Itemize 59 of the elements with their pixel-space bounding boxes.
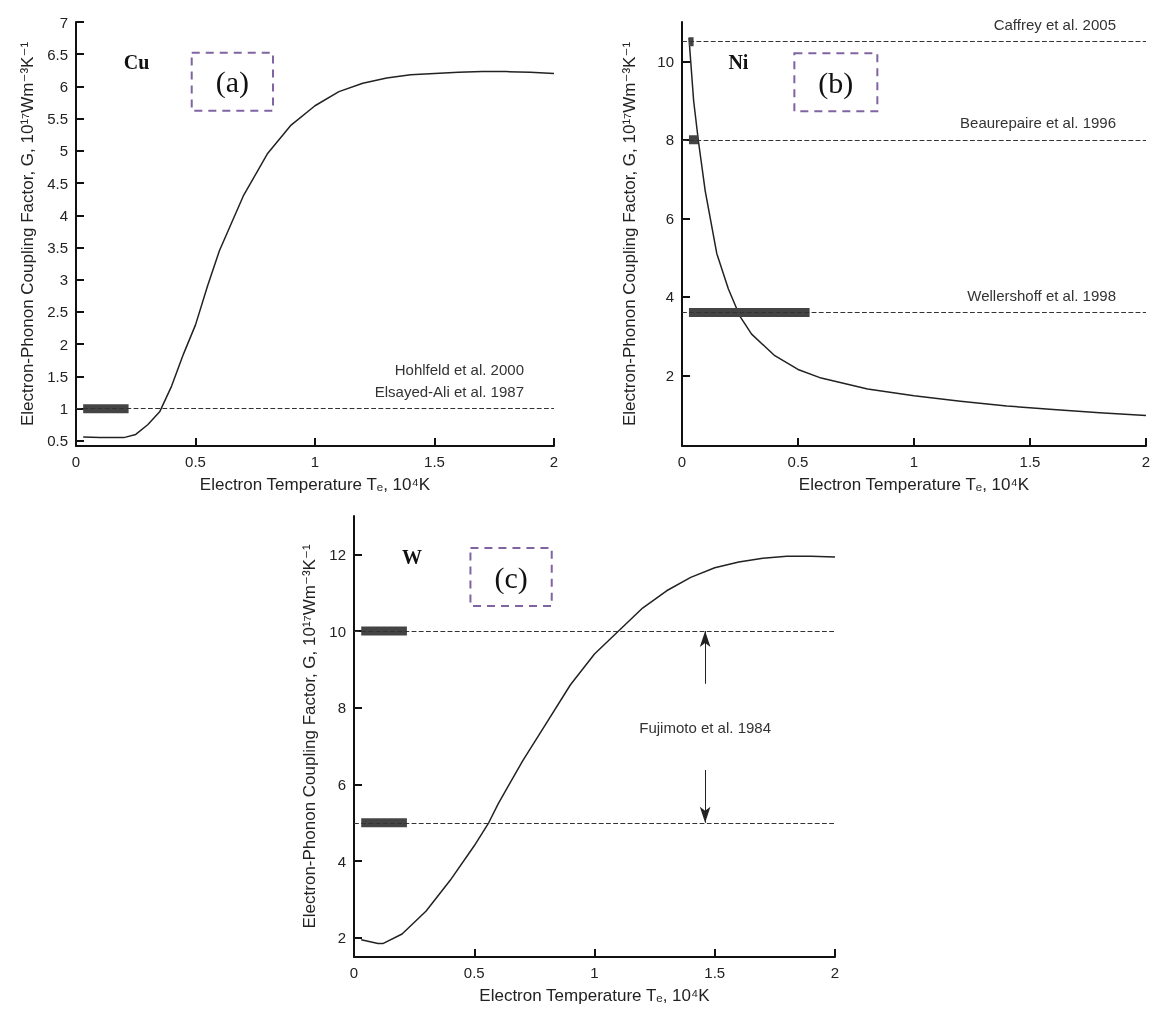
x-tick-label: 0.5	[185, 453, 206, 470]
y-axis-title: Electron-Phonon Coupling Factor, G, 10¹⁷Wm⁻³K⁻¹	[18, 41, 38, 427]
x-tick-label: 1	[909, 453, 919, 470]
ref-line-label: Beaurepaire et al. 1996	[960, 114, 1116, 132]
ref-line-label: Hohlfeld et al. 2000 Elsayed-Ali et al. 1987	[374, 361, 524, 401]
y-tick-label: 1.5	[47, 367, 68, 385]
y-tick-label: 6	[337, 775, 346, 793]
ref-line-label: Wellershoff et al. 1998	[967, 287, 1116, 305]
y-tick-label: 2	[665, 366, 674, 384]
y-tick-label: 1	[59, 400, 68, 418]
x-axis-title: Electron Temperature Tₑ, 10⁴K	[479, 986, 711, 1005]
y-axis-title: Electron-Phonon Coupling Factor, G, 10¹⁷Wm⁻³K⁻¹	[620, 41, 639, 427]
x-tick-label: 1	[310, 453, 320, 470]
annotation: (c)	[494, 560, 528, 595]
line-series	[688, 36, 1147, 417]
annotation: (a)	[215, 65, 250, 100]
annotation: Cu	[123, 50, 150, 73]
y-tick-label: 10	[329, 622, 346, 640]
x-tick-label: 2	[1141, 453, 1151, 470]
line-series	[82, 70, 555, 439]
y-tick-label: 4	[665, 288, 674, 306]
x-tick-label: 1.5	[424, 453, 445, 470]
ref-line-label: Caffrey et al. 2005	[993, 16, 1116, 34]
x-tick-label: 0.5	[787, 453, 809, 470]
y-tick-label: 2.5	[47, 303, 68, 321]
y-tick-label: 3	[59, 271, 68, 289]
y-tick-label: 4	[337, 852, 346, 870]
annotation: Ni	[728, 51, 749, 74]
x-axis-title: Electron Temperature Tₑ, 10⁴K	[798, 475, 1030, 494]
y-tick-label: 2	[59, 335, 68, 353]
annotation: (b)	[818, 65, 854, 100]
x-tick-label: 1.5	[1019, 453, 1041, 470]
y-tick-label: 8	[665, 131, 674, 149]
y-tick-label: 6	[59, 77, 68, 95]
y-tick-label: 3.5	[47, 239, 68, 257]
y-tick-label: 10	[657, 52, 674, 70]
y-tick-label: 5.5	[47, 110, 68, 128]
x-tick-label: 0.5	[463, 964, 485, 981]
x-axis-title: Electron Temperature Tₑ, 10⁴K	[199, 475, 431, 494]
x-tick-label: 0	[349, 964, 359, 981]
y-tick-label: 4.5	[47, 174, 68, 192]
annotation: Fujimoto et al. 1984	[639, 719, 772, 737]
y-tick-label: 7	[59, 13, 68, 31]
y-tick-label: 5	[59, 142, 68, 160]
x-tick-label: 0	[677, 453, 687, 470]
x-tick-label: 1	[590, 964, 599, 981]
y-tick-label: 4	[59, 206, 68, 224]
x-tick-label: 2	[549, 453, 559, 470]
x-tick-label: 2	[830, 964, 840, 981]
x-tick-label: 0	[71, 453, 81, 470]
y-tick-label: 12	[329, 545, 346, 563]
x-tick-label: 1.5	[704, 964, 726, 981]
y-axis-title: Electron-Phonon Coupling Factor, G, 10¹⁷Wm⁻³K⁻¹	[300, 544, 319, 929]
y-tick-label: 6.5	[47, 45, 68, 63]
annotation: W	[402, 546, 423, 569]
y-tick-label: 0.5	[47, 432, 68, 450]
y-tick-label: 2	[337, 929, 346, 947]
y-tick-label: 6	[665, 209, 674, 227]
y-tick-label: 8	[337, 699, 346, 717]
